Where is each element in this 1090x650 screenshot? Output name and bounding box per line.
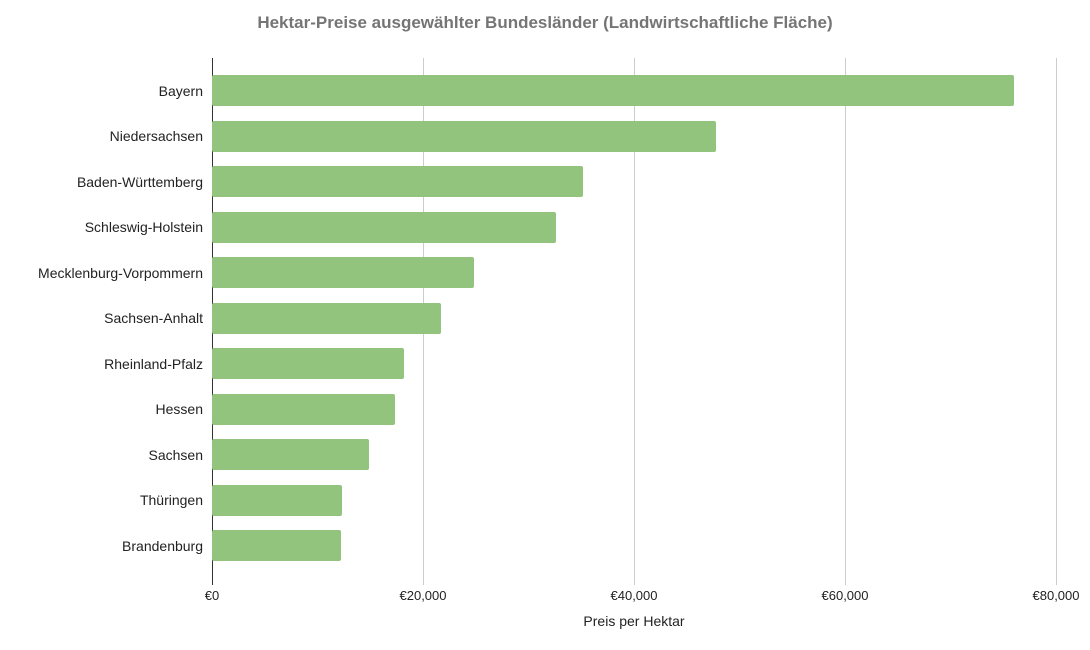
bar-sachsen[interactable] xyxy=(212,439,370,471)
category-label: Brandenburg xyxy=(122,537,203,554)
chart-row: Rheinland-Pfalz xyxy=(0,341,1090,387)
category-label: Baden-Württemberg xyxy=(76,173,203,190)
bar-sachsen-anhalt[interactable] xyxy=(212,302,441,334)
chart-row: Mecklenburg-Vorpommern xyxy=(0,250,1090,296)
gridline xyxy=(844,58,846,585)
plot-area: Bayern Niedersachsen Baden-Württemberg Schl… xyxy=(0,58,1090,578)
chart-row: Sachsen-Anhalt xyxy=(0,296,1090,342)
bar-schleswig-holstein[interactable] xyxy=(212,211,556,243)
x-tick-label: €40,000 xyxy=(610,588,658,603)
bar-th-ringen[interactable] xyxy=(212,484,342,516)
category-label: Hessen xyxy=(155,401,203,418)
category-label: Mecklenburg-Vorpommern xyxy=(38,264,203,281)
chart-row: Brandenburg xyxy=(0,523,1090,569)
chart-row: Bayern xyxy=(0,68,1090,114)
chart-row: Thüringen xyxy=(0,478,1090,524)
category-label: Niedersachsen xyxy=(109,128,203,145)
x-tick-label: €20,000 xyxy=(399,588,447,603)
x-tick-label: €80,000 xyxy=(1032,588,1080,603)
category-label: Rheinland-Pfalz xyxy=(104,355,203,372)
bar-mecklenburg-vorpommern[interactable] xyxy=(212,257,474,289)
chart-row: Niedersachsen xyxy=(0,114,1090,160)
chart-row: Schleswig-Holstein xyxy=(0,205,1090,251)
chart-title: Hektar-Preise ausgewählter Bundesländer … xyxy=(257,13,833,32)
bar-niedersachsen[interactable] xyxy=(212,120,717,152)
bar-baden-w-rttemberg[interactable] xyxy=(212,166,584,198)
category-label: Bayern xyxy=(158,82,203,99)
category-label: Thüringen xyxy=(139,492,203,509)
bar-hessen[interactable] xyxy=(212,393,395,425)
x-axis-title: Preis per Hektar xyxy=(583,613,685,629)
chart-row: Sachsen xyxy=(0,432,1090,478)
category-label: Sachsen-Anhalt xyxy=(104,310,203,327)
gridline xyxy=(1055,58,1057,585)
x-tick-label: €0 xyxy=(204,588,220,603)
x-tick-label: €60,000 xyxy=(821,588,869,603)
chart-row: Hessen xyxy=(0,387,1090,433)
bar-brandenburg[interactable] xyxy=(212,530,341,562)
chart-row: Baden-Württemberg xyxy=(0,159,1090,205)
bar-bayern[interactable] xyxy=(212,75,1014,107)
gridline xyxy=(633,58,635,585)
category-label: Sachsen xyxy=(148,446,203,463)
bar-rheinland-pfalz[interactable] xyxy=(212,348,404,380)
category-label: Schleswig-Holstein xyxy=(84,219,203,236)
